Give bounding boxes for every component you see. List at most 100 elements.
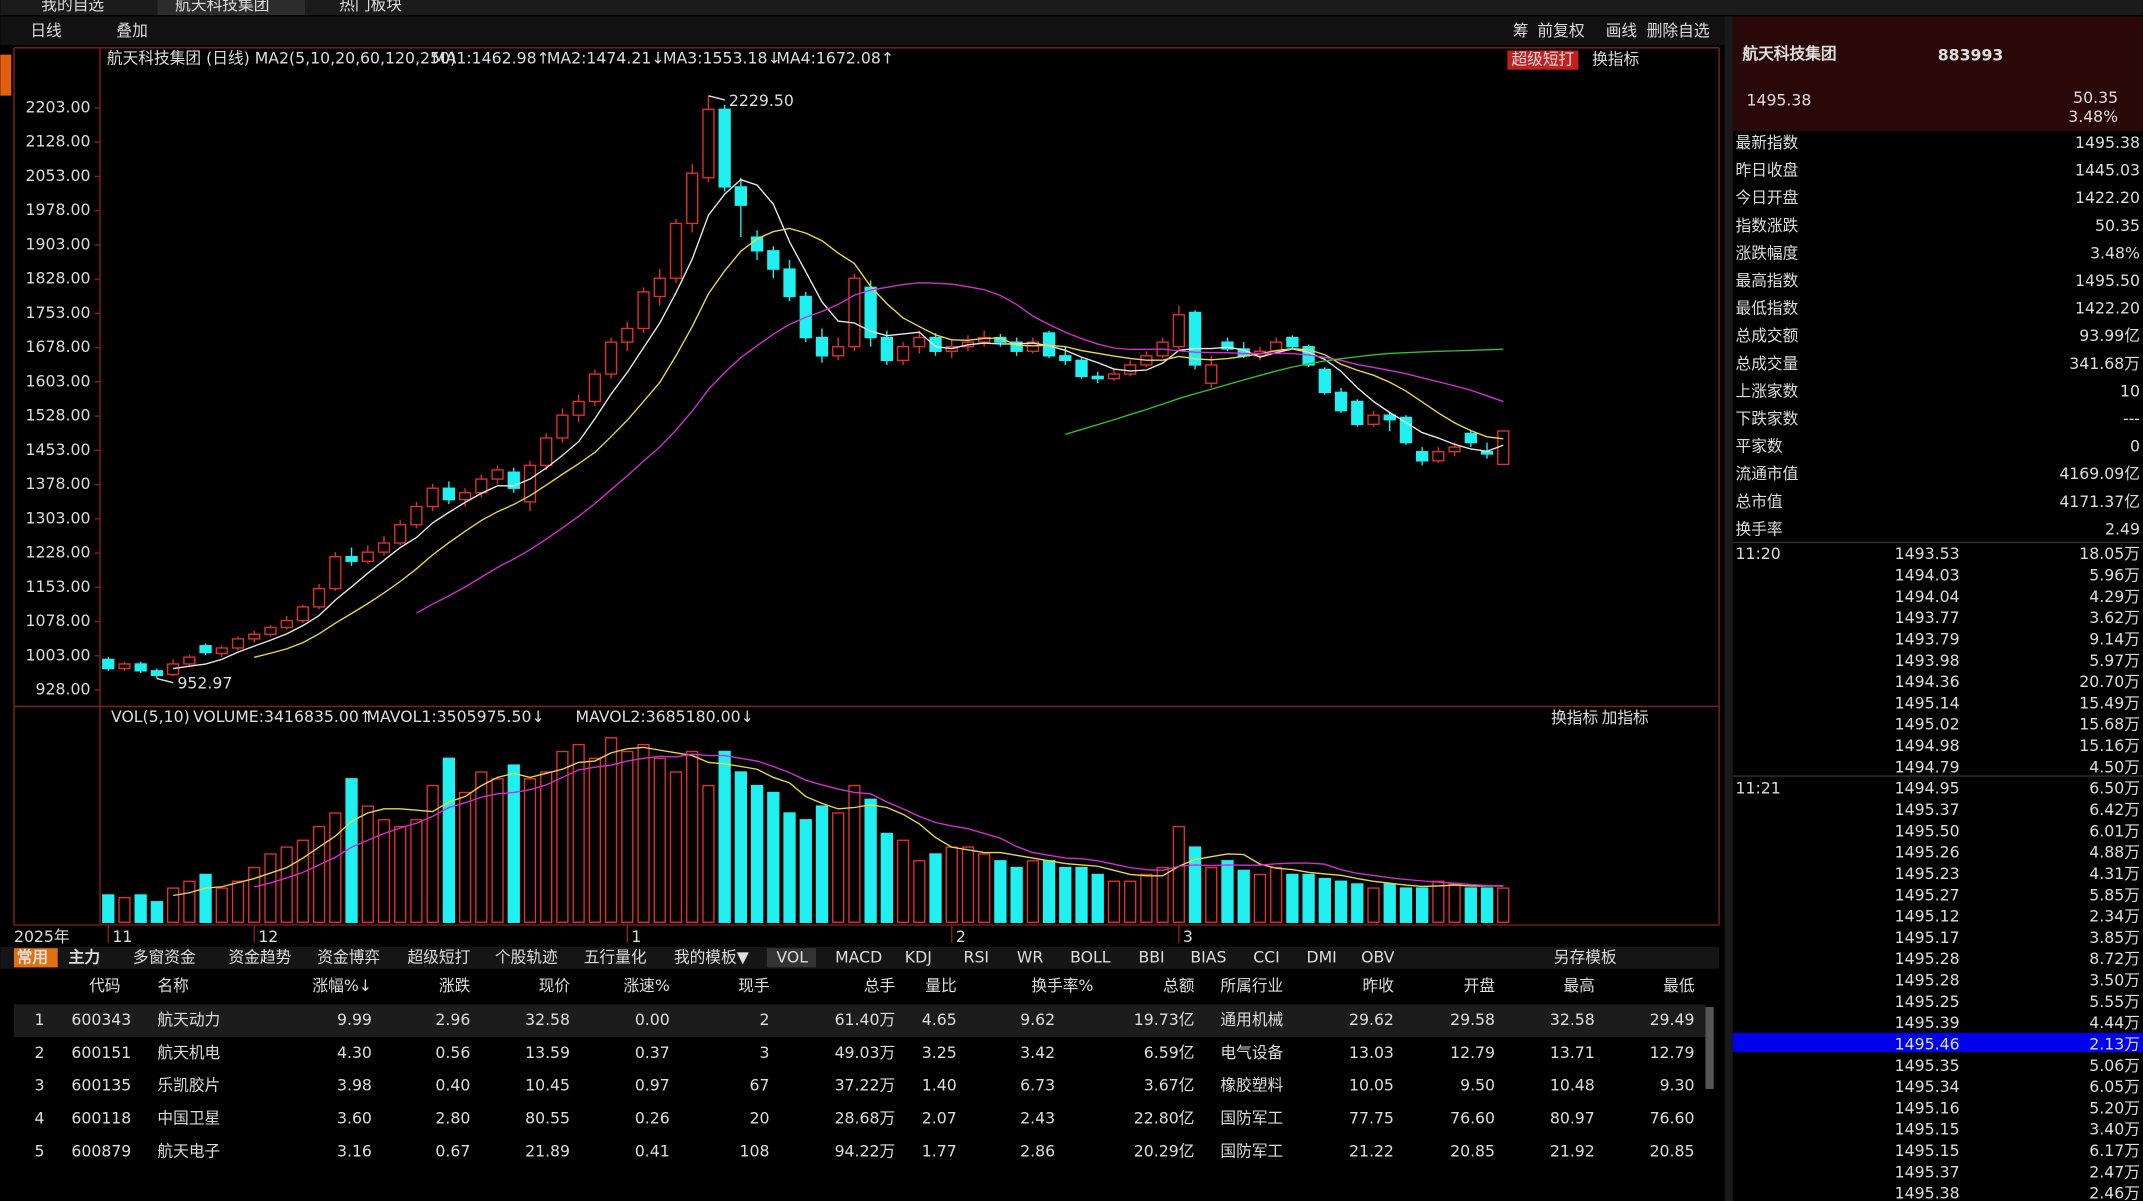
table-cell: 19.73亿 [1134, 1010, 1195, 1029]
candle-body [166, 663, 180, 676]
candle-body [896, 346, 910, 362]
volume-bar [750, 784, 764, 923]
table-cell[interactable]: 中国卫星 [157, 1109, 220, 1128]
table-header[interactable]: 换手率% [1031, 976, 1093, 995]
overlay-select[interactable]: 叠加 [116, 21, 147, 40]
candle-body [329, 556, 342, 590]
tick-price: 1495.28 [1895, 971, 1960, 990]
indicator-tab[interactable]: 资金博弈 [317, 947, 380, 966]
table-header[interactable]: 涨速% [623, 976, 669, 995]
indicator-tab[interactable]: BBI [1138, 947, 1164, 966]
tab[interactable]: 我的自选 [41, 0, 104, 14]
volume-bar [1416, 887, 1429, 923]
tick-volume: 5.06万 [2089, 1056, 2140, 1075]
indicator-tab[interactable]: DMI [1307, 947, 1337, 966]
candle-body [848, 277, 861, 348]
table-header[interactable]: 所属行业 [1220, 976, 1283, 995]
indicator-tab[interactable]: MACD [835, 947, 882, 966]
table-header[interactable]: 涨跌 [439, 976, 471, 995]
annotation-label: 2229.50 [729, 91, 794, 110]
indicator-tab[interactable]: KDJ [905, 947, 932, 966]
quote-label: 总成交额 [1736, 326, 1799, 345]
table-cell: 20 [750, 1109, 770, 1128]
chart-button[interactable]: 超级短打 [1511, 50, 1574, 69]
indicator-tab[interactable]: 个股轨迹 [495, 947, 558, 966]
table-cell[interactable]: 航天电子 [157, 1141, 220, 1160]
table-cell: 6.73 [1020, 1076, 1055, 1095]
volume-bar [523, 778, 537, 923]
volume-bar [1270, 866, 1283, 923]
table-header[interactable]: 总手 [864, 976, 895, 995]
indicator-tab[interactable]: RSI [964, 947, 990, 966]
indicator-tab[interactable]: OBV [1361, 947, 1395, 966]
indicator-tab[interactable]: 常用 [17, 947, 48, 966]
ma-line [253, 227, 1504, 659]
table-cell: 9.30 [1660, 1076, 1695, 1095]
indicator-tab[interactable]: 五行量化 [584, 947, 647, 966]
candle-body [458, 492, 472, 501]
table-header[interactable]: 开盘 [1464, 976, 1495, 995]
table-header[interactable]: 现价 [539, 976, 571, 995]
y-tick-label: 1828.00 [26, 269, 91, 288]
table-header[interactable]: 最高 [1563, 976, 1594, 995]
indicator-tab[interactable]: BIAS [1190, 947, 1226, 966]
tick-volume: 15.16万 [2079, 736, 2140, 755]
table-header[interactable]: 代码 [89, 976, 120, 995]
tick-price: 1495.34 [1895, 1077, 1960, 1096]
toolbar-button[interactable]: 画线 [1606, 21, 1638, 40]
table-header[interactable]: 量比 [925, 976, 956, 995]
mavol-line [253, 753, 1504, 888]
table-header[interactable]: 昨收 [1363, 976, 1395, 995]
toolbar-button[interactable]: 前复权 [1537, 21, 1584, 40]
period-select[interactable]: 日线 [30, 21, 62, 40]
indicator-tab[interactable]: WR [1017, 947, 1044, 966]
table-header[interactable]: 现手 [738, 976, 769, 995]
candle-body [426, 487, 439, 508]
tick-volume: 9.14万 [2089, 629, 2140, 648]
candle-body [1399, 416, 1413, 444]
table-cell: 2.86 [1020, 1141, 1055, 1160]
candle-body [1221, 341, 1234, 350]
toolbar-button[interactable]: 删除自选 [1647, 21, 1710, 40]
table-cell: 77.75 [1349, 1109, 1394, 1128]
y-tick-label: 1003.00 [26, 645, 91, 664]
volume-bar [1497, 887, 1510, 923]
indicator-tab[interactable]: BOLL [1070, 947, 1111, 966]
volume-bar [1351, 883, 1364, 923]
table-cell: 600343 [71, 1010, 131, 1029]
candle-body [377, 542, 391, 553]
toolbar-button[interactable]: 筹 [1513, 21, 1529, 40]
table-cell[interactable]: 乐凯胶片 [157, 1076, 220, 1095]
indicator-tab[interactable]: 超级短打 [407, 947, 470, 966]
chart-button[interactable]: 换指标 [1592, 50, 1639, 69]
volume-button[interactable]: 换指标 [1551, 708, 1598, 727]
volume-bar [1399, 887, 1413, 923]
quote-label: 昨日收盘 [1736, 161, 1799, 180]
indicator-tab[interactable]: 我的模板▼ [674, 947, 750, 966]
indicator-tab[interactable]: CCI [1253, 947, 1280, 966]
volume-bar [1091, 873, 1104, 923]
table-header[interactable]: 最低 [1663, 976, 1695, 995]
table-cell: 通用机械 [1220, 1010, 1283, 1029]
candle-body [540, 437, 553, 467]
table-header[interactable]: 总额 [1163, 976, 1195, 995]
table-header[interactable]: 名称 [157, 976, 189, 995]
tick-price: 1495.15 [1895, 1141, 1960, 1160]
volume-bar [1253, 873, 1267, 923]
volume-button[interactable]: 加指标 [1602, 708, 1649, 727]
table-cell: 10.48 [1550, 1076, 1595, 1095]
indicator-tab[interactable]: 主力 [69, 947, 100, 966]
candle-body [1172, 314, 1185, 348]
table-cell[interactable]: 航天动力 [157, 1010, 220, 1029]
indicator-tab[interactable]: VOL [776, 947, 808, 966]
indicator-tab[interactable]: 多窗资金 [133, 947, 196, 966]
indicator-tab[interactable]: 另存模板 [1554, 947, 1617, 966]
table-cell: 80.55 [525, 1109, 570, 1128]
table-cell[interactable]: 航天机电 [157, 1043, 220, 1062]
indicator-tab[interactable]: 资金趋势 [228, 947, 291, 966]
candle-body [507, 471, 520, 489]
tab[interactable]: 航天科技集团 [175, 0, 269, 14]
tab[interactable]: 热门板块 [339, 0, 402, 14]
table-header[interactable]: 涨幅%↓ [312, 976, 372, 995]
candle-body [199, 645, 212, 654]
